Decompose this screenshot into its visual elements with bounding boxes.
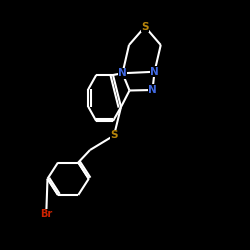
Text: N: N <box>150 67 159 77</box>
Text: S: S <box>141 22 149 32</box>
Text: S: S <box>110 130 118 140</box>
Text: N: N <box>118 68 127 78</box>
Text: Br: Br <box>40 209 52 219</box>
Text: N: N <box>148 85 157 95</box>
